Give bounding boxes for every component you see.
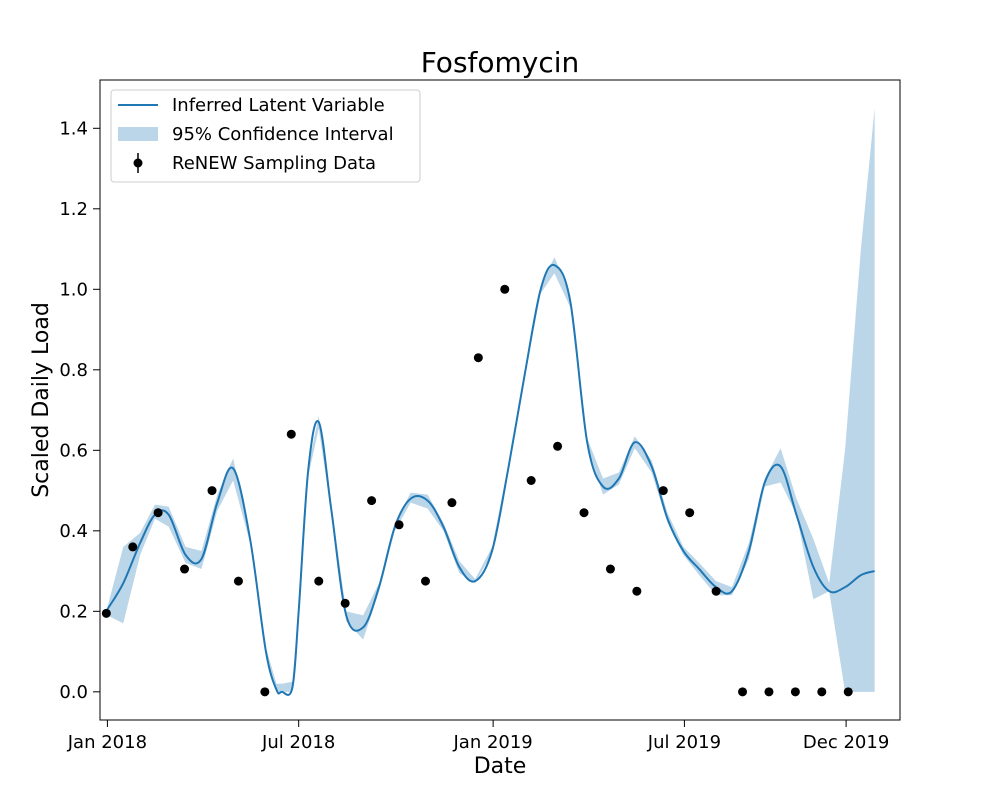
x-tick-label: Jan 2019 (452, 732, 532, 753)
sampling-point (207, 486, 217, 496)
y-tick-label: 1.0 (59, 279, 88, 300)
y-tick-label: 1.2 (59, 199, 88, 220)
sampling-point (711, 586, 721, 596)
sampling-point (394, 520, 404, 530)
confidence-band (107, 108, 875, 692)
sampling-point (738, 687, 748, 697)
legend-box (110, 89, 421, 183)
sampling-points-layer (101, 284, 853, 697)
confidence-band-layer (107, 108, 875, 692)
legend-label-ci: 95% Confidence Interval (172, 124, 394, 145)
sampling-point (553, 441, 563, 451)
sampling-point (153, 508, 163, 518)
y-tick-label: 0.0 (59, 682, 88, 703)
legend-point-swatch (133, 158, 143, 168)
y-tick-label: 0.2 (59, 601, 88, 622)
sampling-point (421, 576, 430, 586)
x-tick-label: Jul 2018 (261, 732, 335, 753)
y-tick-label: 0.4 (59, 521, 88, 542)
legend-label-sampling: ReNEW Sampling Data (172, 153, 376, 174)
sampling-point (286, 429, 296, 439)
sampling-point (526, 476, 536, 485)
sampling-point (817, 687, 827, 697)
sampling-point (764, 687, 774, 697)
legend-band-swatch (118, 127, 158, 141)
latent-line (106, 263, 875, 696)
sampling-point (367, 496, 377, 506)
y-axis-ticks: 0.0 0.2 0.4 0.6 0.8 1.0 1.2 1.4 (59, 118, 100, 703)
legend-label-latent: Inferred Latent Variable (172, 95, 385, 116)
sampling-point (843, 687, 853, 697)
sampling-point (790, 687, 800, 697)
sampling-point (685, 508, 695, 518)
sampling-point (658, 486, 668, 496)
chart-title: Fosfomycin (421, 46, 580, 79)
sampling-point (632, 586, 642, 596)
x-tick-label: Jan 2018 (67, 732, 147, 753)
y-tick-label: 0.6 (59, 440, 88, 461)
sampling-point (605, 564, 615, 574)
legend: Inferred Latent Variable 95% Confidence … (110, 89, 421, 183)
sampling-point (579, 508, 589, 518)
sampling-point (500, 284, 510, 294)
y-axis-label: Scaled Daily Load (29, 302, 54, 498)
x-tick-label: Dec 2019 (803, 732, 889, 753)
y-tick-label: 1.4 (59, 118, 88, 139)
y-tick-label: 0.8 (59, 360, 88, 381)
sampling-point (180, 564, 190, 574)
sampling-point (260, 687, 270, 697)
x-tick-label: Jul 2019 (647, 732, 721, 753)
latent-line-layer (106, 263, 875, 696)
x-axis-label: Date (474, 754, 527, 779)
sampling-point (233, 576, 243, 586)
sampling-point (473, 353, 483, 363)
sampling-point (314, 576, 324, 586)
plot-frame (99, 79, 901, 721)
sampling-point (447, 498, 457, 508)
sampling-point (340, 598, 350, 608)
x-axis-ticks: Jan 2018 Jul 2018 Jan 2019 Jul 2019 Dec 2019 (67, 720, 889, 753)
sampling-point (101, 608, 111, 618)
sampling-point (128, 542, 138, 552)
